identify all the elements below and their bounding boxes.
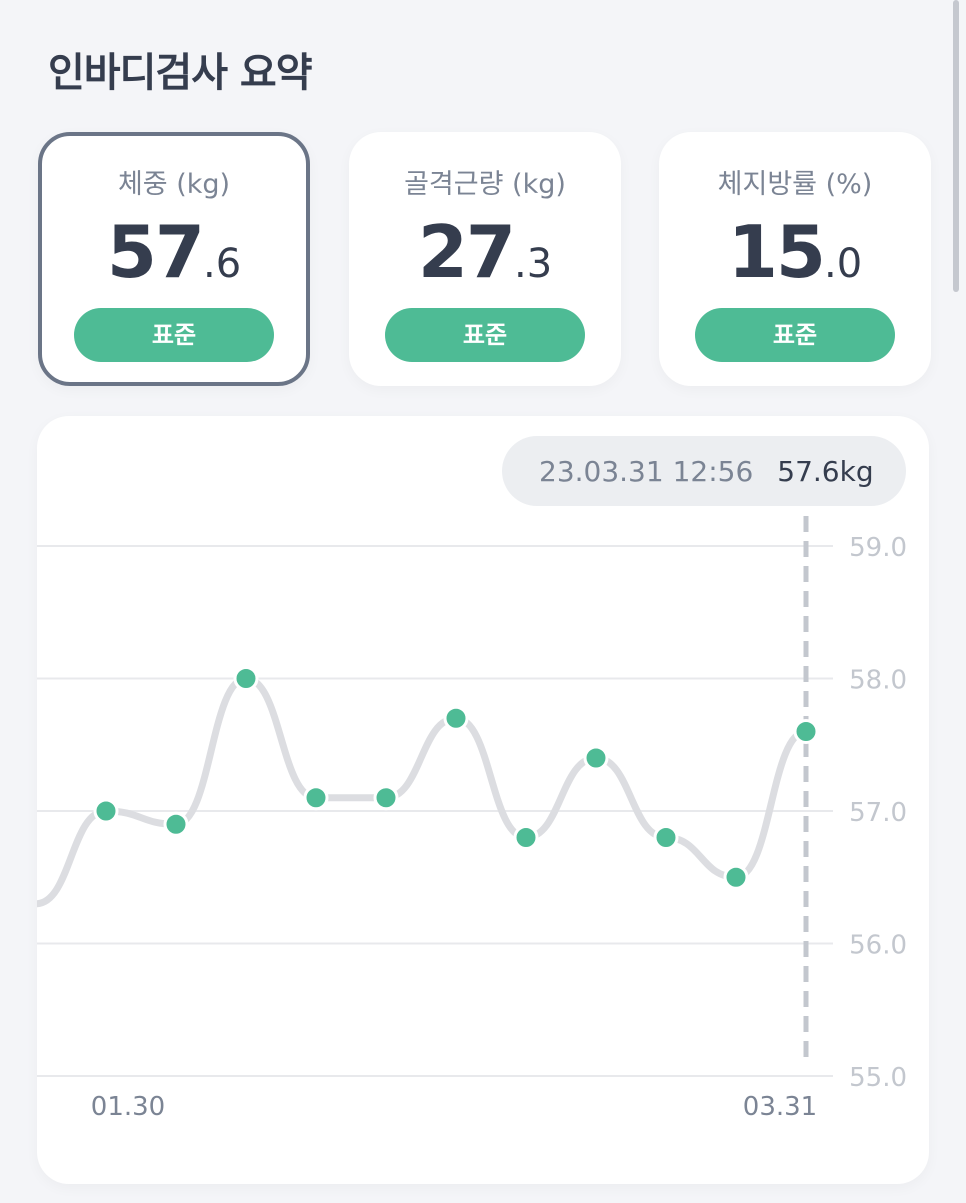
tooltip-value: 57.6kg bbox=[777, 454, 874, 488]
y-tick-label: 56.0 bbox=[849, 931, 907, 961]
metric-value-decimal: .0 bbox=[824, 241, 863, 287]
metric-label: 체중 (kg) bbox=[117, 169, 231, 200]
selected-data-point bbox=[793, 719, 819, 744]
data-point bbox=[583, 745, 609, 771]
page-title: 인바디검사 요약 bbox=[48, 50, 313, 96]
metric-value: 15.0 bbox=[659, 210, 931, 294]
metric-value-decimal: .3 bbox=[514, 241, 553, 287]
y-tick-label: 55.0 bbox=[849, 1063, 907, 1093]
metric-card-weight[interactable]: 체중 (kg) 57.6 표준 bbox=[38, 132, 310, 386]
status-badge: 표준 bbox=[695, 308, 895, 362]
x-tick-label: 01.30 bbox=[91, 1092, 165, 1122]
metric-value: 57.6 bbox=[42, 210, 306, 294]
data-point bbox=[443, 705, 469, 731]
chart-grid bbox=[37, 545, 833, 1077]
y-tick-label: 58.0 bbox=[849, 666, 907, 696]
weight-trend-chart-card[interactable]: 59.0 58.0 57.0 56.0 55.0 01.30 03.31 23.03.31… bbox=[37, 416, 929, 1184]
scrollbar[interactable] bbox=[953, 0, 959, 292]
metric-label: 골격근량 (kg) bbox=[404, 169, 566, 200]
data-point bbox=[233, 666, 259, 691]
metric-value-decimal: .6 bbox=[203, 241, 242, 287]
metric-value-integer: 27 bbox=[417, 210, 516, 294]
x-axis-ticks: 01.30 03.31 bbox=[91, 1092, 817, 1122]
metric-card-skeletal-muscle[interactable]: 골격근량 (kg) 27.3 표준 bbox=[349, 132, 621, 386]
y-tick-label: 59.0 bbox=[849, 533, 907, 563]
data-point bbox=[723, 864, 749, 890]
metric-value-integer: 15 bbox=[727, 210, 826, 294]
status-badge: 표준 bbox=[74, 308, 274, 362]
selected-point-tooltip: 23.03.31 12:56 57.6kg bbox=[502, 436, 906, 506]
chart-points bbox=[93, 666, 819, 890]
metric-value-integer: 57 bbox=[106, 210, 205, 294]
tooltip-timestamp: 23.03.31 12:56 bbox=[539, 454, 754, 488]
series-line-weight bbox=[37, 674, 810, 908]
data-point bbox=[373, 785, 399, 811]
y-axis-ticks: 59.0 58.0 57.0 56.0 55.0 bbox=[849, 533, 907, 1093]
x-tick-label: 03.31 bbox=[743, 1092, 817, 1122]
status-badge: 표준 bbox=[385, 308, 585, 362]
data-point bbox=[93, 798, 119, 824]
chart-series-line bbox=[37, 674, 810, 908]
metric-value: 27.3 bbox=[349, 210, 621, 294]
data-point bbox=[513, 825, 539, 850]
weight-trend-chart[interactable]: 59.0 58.0 57.0 56.0 55.0 01.30 03.31 bbox=[37, 416, 929, 1184]
y-tick-label: 57.0 bbox=[849, 798, 907, 828]
metric-label: 체지방률 (%) bbox=[717, 169, 873, 200]
data-point bbox=[303, 785, 329, 811]
metric-card-body-fat[interactable]: 체지방률 (%) 15.0 표준 bbox=[659, 132, 931, 386]
data-point bbox=[653, 825, 679, 850]
data-point bbox=[163, 811, 189, 837]
